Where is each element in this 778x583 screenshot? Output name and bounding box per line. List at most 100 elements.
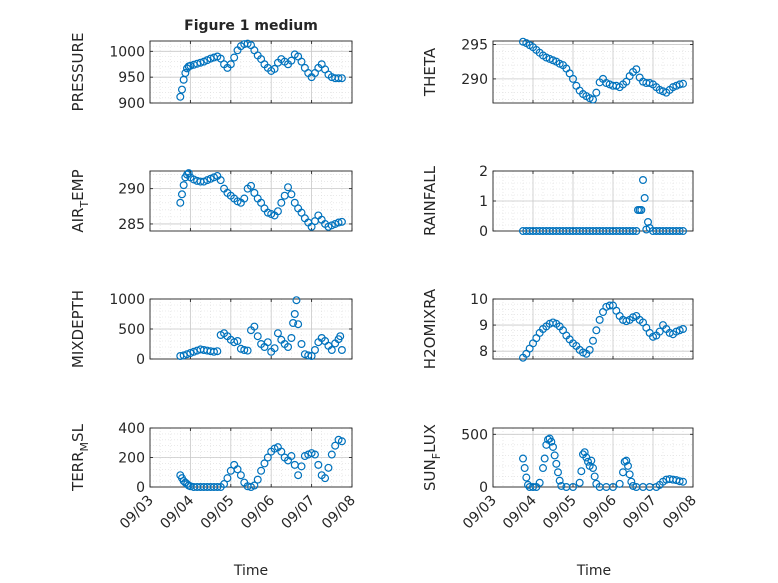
y-tick-label: 0 xyxy=(479,224,488,240)
data-point xyxy=(177,190,186,199)
y-tick-label: 200 xyxy=(118,451,145,467)
data-point xyxy=(233,465,242,474)
data-point xyxy=(622,456,631,465)
data-point xyxy=(289,319,298,328)
data-point xyxy=(257,466,266,475)
data-point xyxy=(678,325,687,334)
data-point xyxy=(196,58,205,67)
x-label-left: Time xyxy=(233,563,268,579)
y-tick-label: 0 xyxy=(136,352,145,368)
data-point xyxy=(277,447,286,456)
data-point xyxy=(304,351,313,360)
x-label-right: Time xyxy=(576,563,611,579)
data-point xyxy=(590,472,599,481)
data-point xyxy=(297,57,306,66)
data-point xyxy=(176,92,185,101)
data-point xyxy=(550,451,559,460)
subplot-h2omixra: 8 9 10 H2OMIXRA xyxy=(421,288,694,369)
data-point xyxy=(548,442,557,451)
axes-box xyxy=(149,40,353,104)
data-point xyxy=(297,462,306,471)
data-point xyxy=(678,477,687,486)
y-tick-label: 1000 xyxy=(109,44,145,60)
data-point xyxy=(176,198,185,207)
data-point xyxy=(520,464,529,473)
data-point xyxy=(547,437,556,446)
axes-box xyxy=(149,170,353,232)
data-point xyxy=(290,310,299,319)
y-tick-label: 1 xyxy=(479,194,488,210)
data-point xyxy=(287,334,296,343)
data-point xyxy=(337,346,346,355)
data-point xyxy=(314,460,323,469)
data-point xyxy=(181,69,190,78)
subplot-theta: 290 295 THETA xyxy=(421,37,694,104)
data-point xyxy=(294,471,303,480)
data-point xyxy=(334,218,343,227)
data-point xyxy=(675,227,684,236)
data-point xyxy=(220,480,229,489)
data-point xyxy=(628,481,637,490)
y-tick-label: 0 xyxy=(136,480,145,496)
data-point xyxy=(230,338,239,347)
y-tick-label: 900 xyxy=(118,96,145,112)
y-tick-label: 400 xyxy=(118,421,145,437)
data-point xyxy=(213,347,222,356)
y-tick-label: 950 xyxy=(118,70,145,86)
data-point xyxy=(263,453,272,462)
y-axis-label: TERRMSL xyxy=(69,423,91,492)
y-tick-label: 9 xyxy=(479,318,488,334)
data-point xyxy=(287,190,296,199)
data-point xyxy=(294,320,303,329)
y-tick-label: 2 xyxy=(479,164,488,180)
data-point xyxy=(592,326,601,335)
y-axis-label: H2OMIXRA xyxy=(421,288,439,369)
subplot-rainfall: 0 1 2 RAINFALL xyxy=(421,164,694,240)
data-point xyxy=(243,346,252,355)
y-tick-label: 285 xyxy=(118,217,145,233)
y-tick-label: 295 xyxy=(461,37,488,53)
y-tick-label: 8 xyxy=(479,344,488,360)
data-point xyxy=(623,461,632,470)
data-point xyxy=(287,452,296,461)
data-point xyxy=(580,448,589,457)
data-point xyxy=(216,176,225,185)
data-point xyxy=(555,476,564,485)
data-point xyxy=(585,345,594,354)
data-point xyxy=(226,60,235,69)
data-point xyxy=(627,477,636,486)
data-point xyxy=(177,85,186,94)
data-point xyxy=(263,338,272,347)
figure-title: Figure 1 medium xyxy=(184,18,318,34)
data-point xyxy=(292,296,301,305)
data-point xyxy=(233,337,242,346)
data-point xyxy=(588,464,597,473)
data-point xyxy=(240,346,249,355)
data-point xyxy=(518,454,527,463)
data-point xyxy=(577,467,586,476)
data-point xyxy=(675,80,684,89)
data-point xyxy=(637,206,646,215)
data-point xyxy=(307,352,316,361)
subplot-air-temp: 285 290 AIRTEMP xyxy=(69,169,353,233)
data-point xyxy=(186,349,195,358)
data-point xyxy=(223,474,232,483)
data-point xyxy=(638,176,647,185)
data-point xyxy=(327,346,336,355)
data-point xyxy=(678,227,687,236)
data-point xyxy=(297,208,306,217)
data-point xyxy=(184,169,193,178)
y-tick-label: 290 xyxy=(461,72,488,88)
data-point xyxy=(608,483,617,492)
data-point xyxy=(253,332,262,341)
y-axis-label: RAINFALL xyxy=(421,165,439,236)
y-tick-label: 1000 xyxy=(109,292,145,308)
y-axis-label: SUNFLUX xyxy=(421,424,443,491)
axes-box xyxy=(492,427,694,488)
data-point xyxy=(284,343,293,352)
data-point xyxy=(337,217,346,226)
y-tick-label: 500 xyxy=(118,322,145,338)
data-point xyxy=(575,478,584,487)
